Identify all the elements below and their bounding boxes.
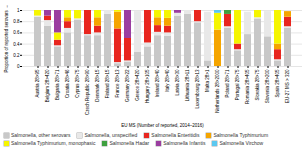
svg-text:Latvia 28>30: Latvia 28>30	[175, 69, 180, 95]
svg-text:Croatia 28>46: Croatia 28>46	[65, 69, 70, 98]
svg-text:0.4: 0.4	[13, 42, 20, 47]
svg-text:Denmark 28>15: Denmark 28>15	[95, 69, 100, 102]
svg-text:Portugal 28>75: Portugal 28>75	[235, 69, 240, 100]
svg-text:France 28>13: France 28>13	[115, 69, 120, 97]
svg-text:Italy 28>40: Italy 28>40	[165, 69, 170, 92]
svg-text:0: 0	[17, 64, 20, 69]
svg-text:Slovenia 28>200: Slovenia 28>200	[265, 69, 270, 103]
html-text:Salmonella Infantis: Salmonella Infantis	[163, 140, 206, 146]
html-text:Salmonella Typhimurium, monoph: Salmonella Typhimurium, monophasic	[11, 140, 96, 146]
svg-text:0.6: 0.6	[13, 30, 20, 35]
html-text:Salmonella Typhimurium: Salmonella Typhimurium	[213, 132, 268, 138]
svg-text:1: 1	[17, 8, 20, 13]
svg-text:EU MS (Number of reported, 201: EU MS (Number of reported, 2014–2016)	[121, 123, 204, 128]
svg-text:Bulgaria 28>71: Bulgaria 28>71	[55, 69, 60, 100]
svg-text:Luxembourg 28>13: Luxembourg 28>13	[195, 69, 200, 108]
svg-text:Poland 28>71: Poland 28>71	[225, 69, 230, 97]
svg-text:Germany 28>22: Germany 28>22	[125, 69, 130, 102]
svg-text:Proportion of reported serovar: Proportion of reported serovars →	[4, 4, 9, 72]
svg-text:0.8: 0.8	[13, 19, 20, 24]
svg-text:0.2: 0.2	[13, 53, 20, 58]
svg-text:Netherlands 28>2000: Netherlands 28>2000	[215, 69, 220, 113]
html-text:Salmonella, other serovars: Salmonella, other serovars	[11, 132, 71, 138]
svg-text:Austria 28>95: Austria 28>95	[35, 69, 40, 97]
svg-text:Finland 28>15: Finland 28>15	[105, 69, 110, 98]
html-text:Salmonella Virchow: Salmonella Virchow	[219, 140, 264, 146]
svg-text:Hungary 28>105: Hungary 28>105	[145, 69, 150, 103]
svg-text:Spain 28>405: Spain 28>405	[275, 69, 280, 97]
html-text:Salmonella, unspecified: Salmonella, unspecified	[84, 132, 138, 138]
svg-text:Slovakia 28>75: Slovakia 28>75	[255, 69, 260, 100]
html-text:Salmonella Enteritidis: Salmonella Enteritidis	[151, 132, 200, 138]
svg-text:Cyprus 28>75: Cyprus 28>75	[75, 69, 80, 98]
svg-text:Malta 28>1: Malta 28>1	[205, 69, 210, 92]
svg-text:Lithuania 28>11: Lithuania 28>11	[185, 69, 190, 101]
svg-text:Romania 28>405: Romania 28>405	[245, 69, 250, 104]
svg-text:EU-27 MS > 320: EU-27 MS > 320	[285, 69, 290, 103]
svg-text:Ireland 28>40: Ireland 28>40	[155, 69, 160, 97]
html-text:Salmonella Hadar: Salmonella Hadar	[109, 140, 150, 146]
svg-text:Belgium 28>420: Belgium 28>420	[45, 69, 50, 102]
svg-text:Greece 28>420: Greece 28>420	[135, 69, 140, 101]
svg-text:Czech Republic 28>90: Czech Republic 28>90	[85, 69, 90, 115]
